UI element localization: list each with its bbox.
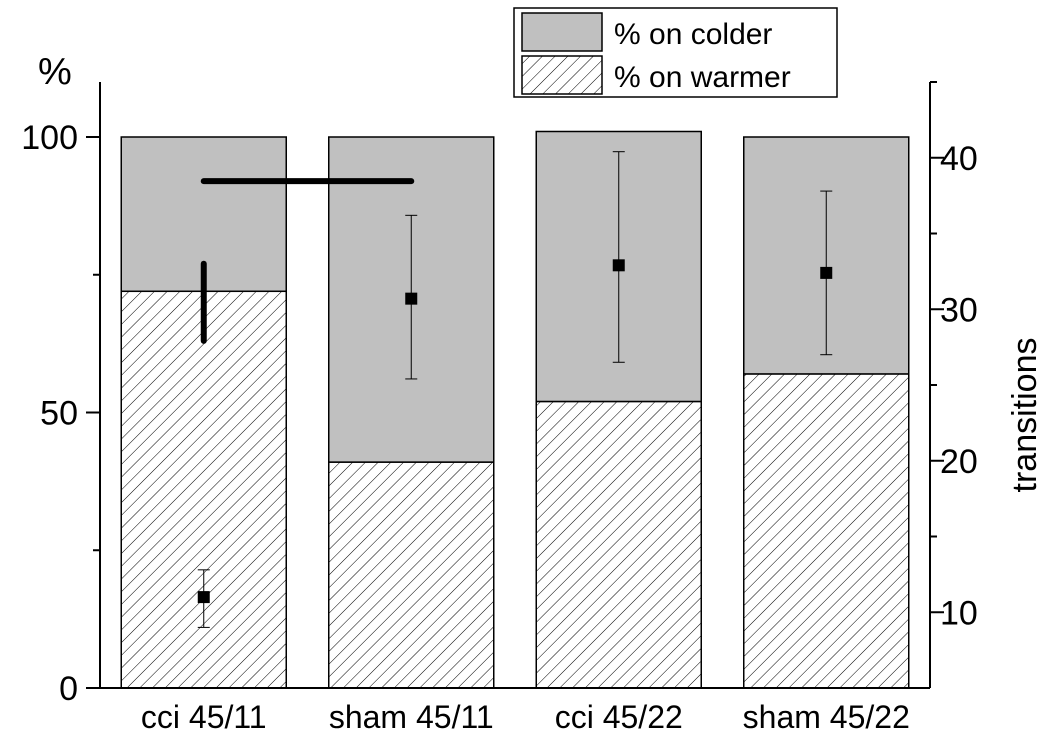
data-point-2 <box>612 259 625 272</box>
data-point-0 <box>197 591 210 604</box>
x-labels-group: cci 45/11 sham 45/11 cci 45/22 sham 45/22 <box>141 699 910 735</box>
overlay-group <box>197 151 833 628</box>
legend-label-colder: % on colder <box>614 18 772 51</box>
right-ticks-group: 10 20 30 40 <box>930 81 978 632</box>
annotations-group <box>200 178 415 344</box>
right-tick-label-1: 20 <box>940 443 978 481</box>
right-tick-label-0: 10 <box>940 594 978 632</box>
right-tick-label-3: 40 <box>940 140 978 178</box>
data-point-3 <box>820 266 833 279</box>
left-axis-label: % <box>38 51 72 93</box>
legend-label-warmer: % on warmer <box>614 61 791 94</box>
legend-swatch-warmer <box>521 55 603 95</box>
x-tick-label-1: sham 45/11 <box>329 699 494 735</box>
bar-warmer-0 <box>120 290 287 689</box>
left-ticks-group: 0 50 100 <box>21 119 100 708</box>
bar-warmer-1 <box>328 461 495 689</box>
right-tick-label-2: 30 <box>940 291 978 329</box>
x-tick-label-2: cci 45/22 <box>555 699 683 735</box>
bars-group <box>120 130 910 689</box>
bar-warmer-3 <box>743 373 910 689</box>
x-tick-label-3: sham 45/22 <box>743 699 910 735</box>
left-tick-label-1: 50 <box>40 395 78 433</box>
right-axis-label: transitions <box>1006 338 1044 493</box>
x-tick-label-0: cci 45/11 <box>141 699 267 735</box>
bar-warmer-2 <box>535 400 702 689</box>
data-point-1 <box>405 292 418 305</box>
left-tick-label-2: 100 <box>21 119 78 157</box>
legend-swatch-colder <box>521 12 603 52</box>
legend: % on colder % on warmer <box>513 7 838 98</box>
left-tick-label-0: 0 <box>59 670 78 708</box>
